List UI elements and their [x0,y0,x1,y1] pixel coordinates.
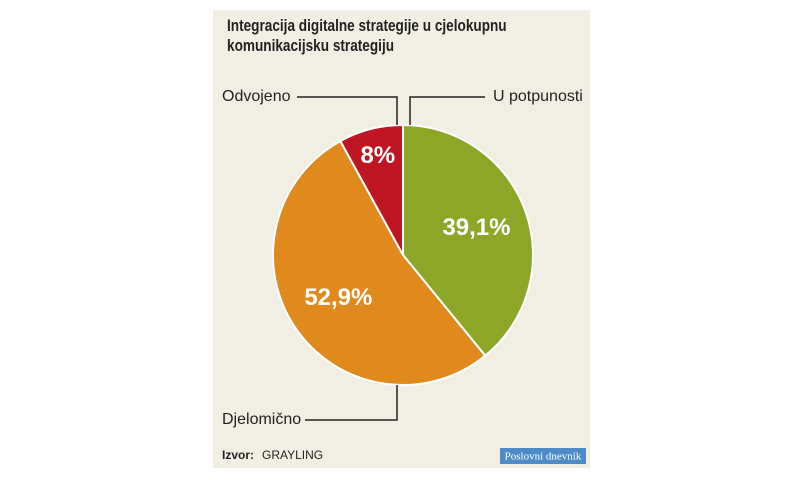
pie-slice [272,139,487,386]
logo: Poslovni dnevnik [505,451,582,463]
value-label: 52,9% [304,284,372,311]
chart-title: Integracija digitalne strategije u cjelo… [227,16,507,55]
source: GRAYLING [262,448,323,462]
leader-line [305,385,398,421]
pie-slice [402,123,534,358]
leader-line [409,96,485,125]
category-label: Odvojeno [222,88,291,105]
pie-slice [339,123,404,256]
category-label: Djelomično [222,411,301,428]
logo-box [500,448,586,464]
category-label: U potpunosti [493,88,583,105]
value-label: 39,1% [442,214,510,241]
leader-line [297,96,398,125]
value-label: 8% [360,142,395,169]
source-label: Izvor: [222,448,254,462]
